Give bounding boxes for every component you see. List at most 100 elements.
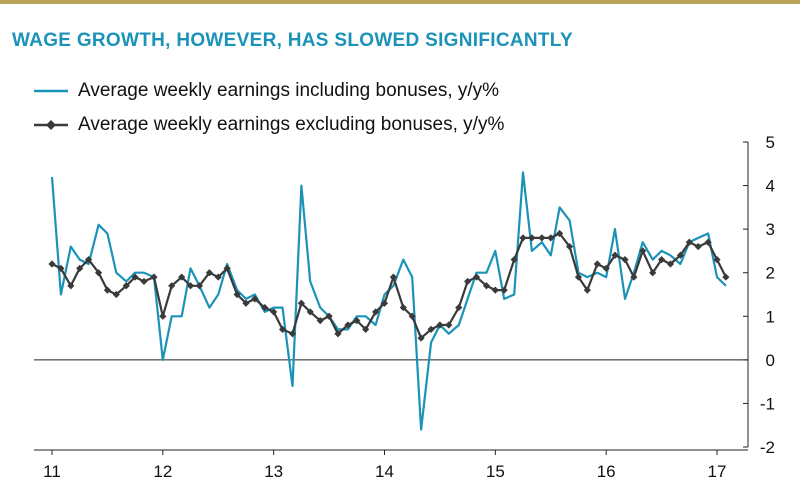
y-tick-label: 3 xyxy=(766,220,775,239)
data-point xyxy=(621,256,629,264)
data-point xyxy=(666,260,675,268)
data-point xyxy=(353,317,361,325)
data-point xyxy=(399,303,407,312)
data-point xyxy=(186,282,195,290)
data-point xyxy=(103,286,112,294)
data-point xyxy=(510,256,518,264)
legend-swatch-including-bonuses xyxy=(34,89,68,93)
x-tick-label: 17 xyxy=(708,462,727,481)
data-point xyxy=(455,303,463,312)
top-rule xyxy=(0,0,800,4)
data-point xyxy=(713,256,721,264)
series-layer xyxy=(48,171,730,431)
y-tick-label: -2 xyxy=(760,438,775,457)
data-point xyxy=(242,299,250,307)
legend-swatch-excluding-bonuses xyxy=(34,120,68,130)
legend-label-including-bonuses: Average weekly earnings including bonuse… xyxy=(78,80,500,101)
x-tick-label: 16 xyxy=(597,462,616,481)
y-tick-label: 5 xyxy=(766,133,775,152)
data-point xyxy=(436,321,444,329)
data-point xyxy=(482,282,491,290)
data-point xyxy=(704,238,712,246)
data-point xyxy=(344,321,352,329)
data-point xyxy=(334,330,342,338)
data-point xyxy=(261,303,269,312)
data-point xyxy=(500,286,508,294)
data-point xyxy=(593,260,601,268)
chart-title: WAGE GROWTH, HOWEVER, HAS SLOWED SIGNIFI… xyxy=(12,30,573,51)
data-point xyxy=(159,312,167,320)
data-point xyxy=(630,273,638,281)
data-point xyxy=(233,290,241,299)
data-point xyxy=(528,234,536,242)
legend-item-excluding-bonuses: Average weekly earnings excluding bonuse… xyxy=(32,111,504,139)
data-point xyxy=(547,234,555,242)
series-line xyxy=(51,232,727,340)
data-point xyxy=(649,269,657,277)
data-point xyxy=(278,325,287,333)
data-point xyxy=(491,286,499,294)
data-point xyxy=(472,273,481,281)
data-point xyxy=(583,286,591,294)
data-point xyxy=(214,273,222,281)
data-point xyxy=(417,334,425,342)
data-point xyxy=(325,312,333,320)
data-point xyxy=(67,282,75,290)
series-excluding-bonuses xyxy=(48,229,730,342)
data-point xyxy=(694,242,702,251)
data-point xyxy=(464,277,472,286)
series-line xyxy=(50,171,727,431)
y-tick-label: 0 xyxy=(766,351,775,370)
data-point xyxy=(297,299,305,307)
data-point xyxy=(140,277,148,286)
x-tick-label: 11 xyxy=(43,462,61,481)
data-point xyxy=(168,282,176,290)
x-tick-label: 12 xyxy=(153,462,172,481)
data-point xyxy=(574,273,583,281)
data-point xyxy=(178,273,186,281)
data-point xyxy=(427,325,435,333)
data-point xyxy=(639,247,647,255)
y-tick-label: 2 xyxy=(766,264,775,283)
data-point xyxy=(519,234,527,242)
y-tick-label: 1 xyxy=(766,307,775,326)
x-tick-label: 15 xyxy=(486,462,505,481)
data-point xyxy=(205,269,213,277)
data-point xyxy=(380,299,389,307)
data-point xyxy=(389,273,397,281)
data-point xyxy=(94,269,103,277)
data-point xyxy=(251,295,259,303)
data-point xyxy=(611,251,619,259)
data-point xyxy=(76,264,84,272)
axes-layer xyxy=(34,141,749,455)
data-point xyxy=(223,264,231,272)
data-point xyxy=(84,256,93,264)
data-point xyxy=(48,260,56,268)
data-point xyxy=(270,308,278,316)
data-point xyxy=(306,308,314,316)
x-tick-label: 14 xyxy=(375,462,394,481)
data-point xyxy=(131,273,139,281)
series-including-bonuses xyxy=(50,171,727,431)
data-point xyxy=(657,256,666,264)
data-point xyxy=(565,242,574,251)
y-tick-label: 4 xyxy=(766,177,775,196)
legend-item-including-bonuses: Average weekly earnings including bonuse… xyxy=(32,77,499,105)
data-point xyxy=(362,325,370,333)
legend-label-excluding-bonuses: Average weekly earnings excluding bonuse… xyxy=(78,114,505,135)
data-point xyxy=(372,308,380,316)
data-point xyxy=(722,273,730,281)
data-point xyxy=(408,312,416,320)
data-point xyxy=(445,321,453,329)
data-point xyxy=(538,234,546,242)
y-tick-label: -1 xyxy=(760,394,775,413)
x-tick-label: 13 xyxy=(264,462,283,481)
data-point xyxy=(150,273,158,281)
data-point xyxy=(195,282,204,290)
data-point xyxy=(685,238,693,246)
data-point xyxy=(122,282,130,290)
data-point xyxy=(556,229,564,238)
data-point xyxy=(57,264,65,272)
